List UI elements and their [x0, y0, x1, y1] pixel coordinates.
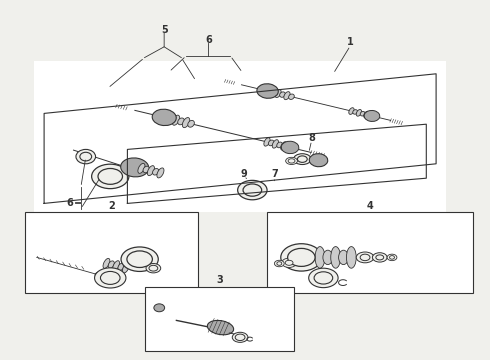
Ellipse shape	[238, 180, 267, 200]
Ellipse shape	[138, 163, 145, 174]
Ellipse shape	[154, 304, 165, 312]
Ellipse shape	[309, 154, 328, 167]
Text: 7: 7	[271, 169, 278, 179]
Ellipse shape	[80, 152, 92, 161]
Ellipse shape	[76, 149, 96, 164]
Ellipse shape	[207, 320, 234, 335]
Ellipse shape	[294, 154, 311, 165]
Ellipse shape	[360, 112, 365, 116]
Bar	[34, 61, 446, 212]
Ellipse shape	[346, 247, 356, 268]
Ellipse shape	[281, 141, 299, 154]
Ellipse shape	[100, 271, 120, 284]
Ellipse shape	[121, 247, 158, 271]
Ellipse shape	[108, 261, 114, 268]
Text: 1: 1	[347, 37, 354, 48]
Ellipse shape	[172, 115, 180, 125]
Ellipse shape	[269, 140, 274, 146]
Ellipse shape	[356, 109, 362, 116]
Ellipse shape	[364, 111, 369, 118]
Text: 5: 5	[161, 24, 168, 35]
Ellipse shape	[364, 111, 380, 121]
Ellipse shape	[349, 108, 354, 114]
Ellipse shape	[162, 113, 170, 123]
Ellipse shape	[152, 109, 176, 126]
Ellipse shape	[323, 250, 333, 265]
Bar	[267, 212, 473, 293]
Text: 6: 6	[66, 198, 73, 208]
Ellipse shape	[152, 168, 159, 175]
Ellipse shape	[274, 260, 284, 267]
Ellipse shape	[168, 116, 174, 122]
Ellipse shape	[103, 258, 110, 268]
Ellipse shape	[288, 248, 315, 266]
Ellipse shape	[353, 110, 358, 114]
Ellipse shape	[331, 247, 341, 268]
Bar	[145, 287, 294, 351]
Ellipse shape	[157, 168, 164, 178]
Ellipse shape	[277, 142, 282, 148]
Text: 8: 8	[308, 132, 315, 143]
Ellipse shape	[275, 90, 281, 98]
Ellipse shape	[270, 90, 276, 95]
Ellipse shape	[149, 265, 158, 271]
Ellipse shape	[314, 272, 333, 284]
Text: 9: 9	[240, 168, 247, 179]
Text: 6: 6	[205, 35, 212, 45]
Text: 4: 4	[367, 201, 373, 211]
Ellipse shape	[360, 254, 370, 261]
Ellipse shape	[95, 268, 126, 288]
Ellipse shape	[257, 84, 278, 98]
Ellipse shape	[281, 142, 287, 150]
Ellipse shape	[286, 157, 297, 165]
Ellipse shape	[147, 166, 154, 176]
Ellipse shape	[284, 92, 290, 100]
Ellipse shape	[266, 87, 272, 95]
Ellipse shape	[182, 118, 190, 128]
Ellipse shape	[280, 92, 285, 97]
Ellipse shape	[127, 251, 152, 267]
Ellipse shape	[232, 332, 248, 342]
Ellipse shape	[178, 118, 184, 125]
Ellipse shape	[285, 260, 293, 265]
Ellipse shape	[98, 168, 122, 184]
Ellipse shape	[122, 263, 129, 273]
Ellipse shape	[297, 156, 307, 162]
Ellipse shape	[390, 256, 394, 259]
Text: 3: 3	[216, 275, 222, 285]
Ellipse shape	[356, 252, 374, 263]
Ellipse shape	[376, 255, 384, 260]
Ellipse shape	[118, 263, 124, 270]
Ellipse shape	[289, 94, 294, 99]
Ellipse shape	[372, 253, 387, 262]
Ellipse shape	[235, 334, 245, 341]
Ellipse shape	[272, 140, 278, 148]
Ellipse shape	[288, 159, 295, 163]
Bar	[24, 212, 198, 293]
Ellipse shape	[309, 268, 338, 288]
Ellipse shape	[264, 138, 270, 146]
Ellipse shape	[243, 184, 262, 196]
Ellipse shape	[282, 258, 296, 267]
Ellipse shape	[121, 158, 149, 177]
Text: 2: 2	[108, 201, 115, 211]
Ellipse shape	[146, 264, 161, 273]
Ellipse shape	[281, 244, 322, 271]
Ellipse shape	[339, 250, 348, 265]
Ellipse shape	[188, 120, 195, 127]
Ellipse shape	[277, 262, 282, 265]
Ellipse shape	[113, 261, 120, 271]
Ellipse shape	[92, 164, 129, 189]
Ellipse shape	[143, 166, 149, 173]
Ellipse shape	[315, 247, 325, 268]
Ellipse shape	[387, 254, 397, 261]
Ellipse shape	[95, 272, 106, 279]
